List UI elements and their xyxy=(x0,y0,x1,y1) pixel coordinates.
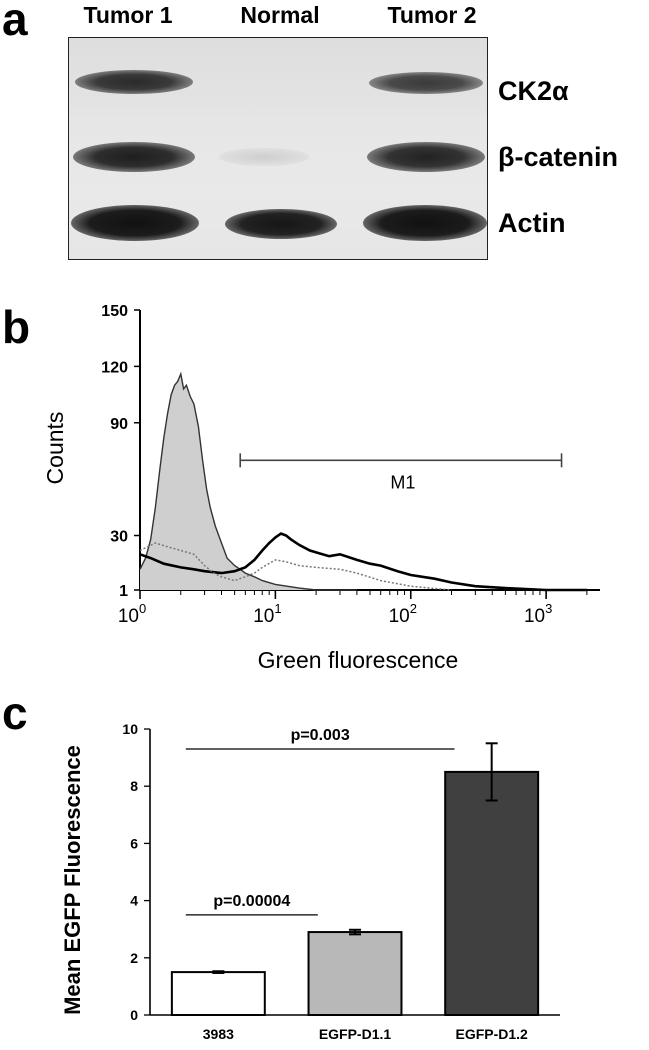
bar-chart-y-tick-label: 0 xyxy=(130,1007,138,1023)
histogram-x-tick-label: 100 xyxy=(118,601,146,627)
lane-label-normal: Normal xyxy=(240,2,320,28)
panel-a-letter: a xyxy=(2,0,28,45)
bar-category-label: EGFP-D1.1 xyxy=(319,1026,392,1042)
western-blot-image xyxy=(68,37,488,260)
histogram-y-axis-label: Counts xyxy=(42,412,68,485)
histogram-x-tick-label: 101 xyxy=(253,601,281,627)
bar-chart-y-tick-label: 8 xyxy=(130,778,138,794)
band-beta-catenin-tumor-2 xyxy=(367,142,485,172)
histogram-series-area xyxy=(140,373,357,590)
histogram-y-tick-label: 90 xyxy=(110,416,128,433)
lane-label-tumor-1: Tumor 1 xyxy=(83,2,173,28)
egfp-bar-chart: 0 2 4 6 8 10 3983 EGFP-D1.1 EGFP-D1.2 p=0.00004 p=… xyxy=(60,721,560,1042)
histogram-y-tick-label: 120 xyxy=(101,359,128,376)
p-value-label: p=0.003 xyxy=(291,727,350,744)
bar-egfp-d1-1 xyxy=(307,931,403,1016)
histogram-x-axis-label: Green fluorescence xyxy=(258,647,459,673)
band-label-actin: Actin xyxy=(498,208,566,238)
band-actin-tumor-2 xyxy=(363,205,487,241)
band-actin-normal xyxy=(225,209,337,239)
band-ck2a-tumor-2 xyxy=(369,72,483,94)
bar-chart-y-tick-label: 2 xyxy=(130,950,138,966)
bar-chart-y-axis-label: Mean EGFP Fluorescence xyxy=(60,745,85,1015)
m1-marker-label: M1 xyxy=(390,472,415,492)
bar-chart-y-tick-label: 4 xyxy=(130,893,138,909)
band-actin-tumor-1 xyxy=(71,205,199,241)
band-label-beta-catenin: β-catenin xyxy=(498,142,618,172)
flow-histogram: 1 30 90 120 150 100 101 102 103 M1 Counts Green f… xyxy=(42,303,600,673)
bar-chart-y-tick-label: 10 xyxy=(122,721,138,737)
panel-b-letter: b xyxy=(2,301,31,353)
bar-egfp-d1-2 xyxy=(444,770,540,1017)
histogram-series-line xyxy=(139,542,452,591)
band-ck2a-tumor-1 xyxy=(75,70,193,94)
p-value-label: p=0.00004 xyxy=(213,893,290,910)
histogram-x-tick-label: 102 xyxy=(389,601,417,627)
histogram-y-tick-label: 150 xyxy=(101,303,128,320)
bar-category-label: EGFP-D1.2 xyxy=(455,1026,528,1042)
histogram-x-tick-label: 103 xyxy=(524,601,552,627)
band-beta-catenin-tumor-1 xyxy=(73,142,195,172)
panel-c-letter: c xyxy=(2,687,28,739)
lane-label-tumor-2: Tumor 2 xyxy=(387,2,477,28)
histogram-y-tick-label: 30 xyxy=(110,529,128,546)
bar-category-label: 3983 xyxy=(203,1026,234,1042)
histogram-series-line xyxy=(139,532,587,592)
histogram-series-line xyxy=(139,371,357,591)
band-beta-catenin-normal xyxy=(219,148,309,166)
band-label-ck2a: CK2α xyxy=(498,76,569,106)
bar-3983 xyxy=(170,971,266,1017)
bar-chart-y-tick-label: 6 xyxy=(130,835,138,851)
histogram-y-tick-label: 1 xyxy=(119,583,128,600)
